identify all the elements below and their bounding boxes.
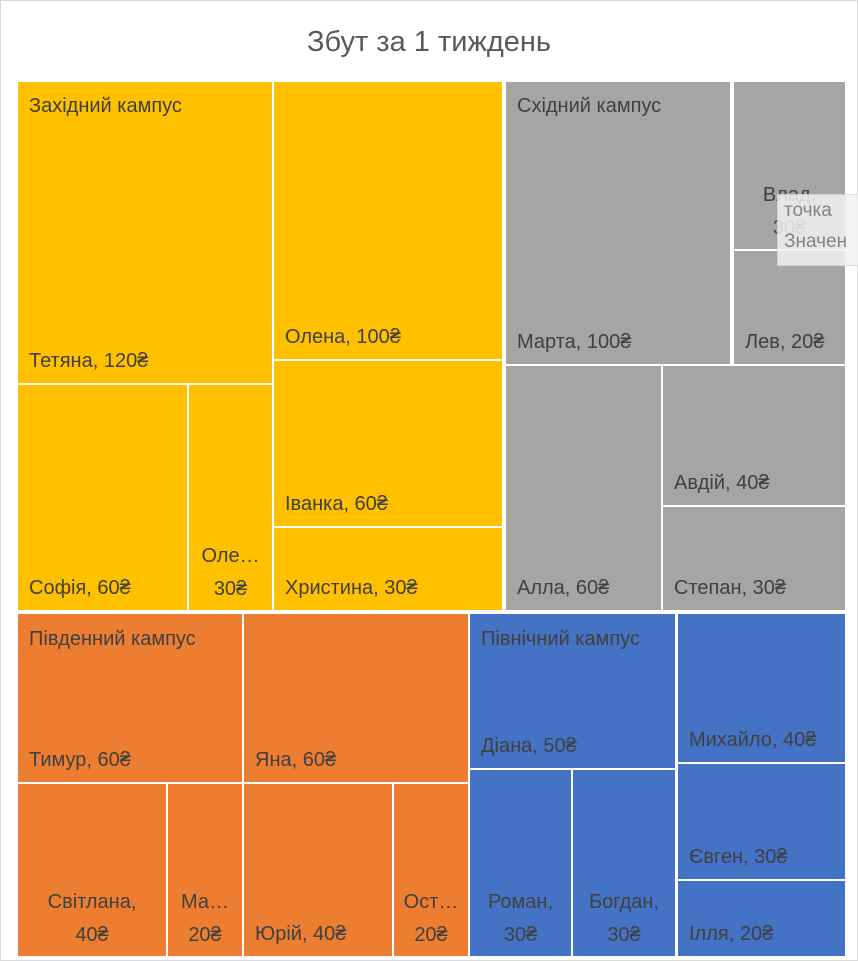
tile-label-яна: Яна, 60₴ [255,749,336,771]
tile-value-світлана: 40₴ [75,924,108,946]
group-label-східний-кампус: Східний кампус [517,95,661,117]
tile-олеся[interactable] [189,385,272,610]
tile-value-роман: 30₴ [504,924,537,946]
tile-label-світлана: Світлана, [48,891,137,913]
tile-label-діана: Діана, 50₴ [481,735,577,757]
tile-label-христина: Христина, 30₴ [285,577,418,599]
tile-value-олеся: 30₴ [214,578,247,600]
data-point-tooltip: точка Значен [777,194,858,266]
tile-label-юрій: Юрій, 40₴ [255,923,346,945]
tile-остап[interactable] [394,784,468,956]
tile-value-богдан: 30₴ [607,924,640,946]
tile-олена[interactable] [274,82,502,359]
tile-світлана[interactable] [18,784,166,956]
tile-label-алла: Алла, 60₴ [517,577,609,599]
tile-label-софія: Софія, 60₴ [29,577,131,599]
tile-value-марія: 20₴ [188,924,221,946]
tile-алла[interactable] [506,366,661,610]
tooltip-line-2: Значен [784,231,848,252]
tile-label-марта: Марта, 100₴ [517,331,631,353]
tile-label-олеся: Оле… [201,545,259,567]
tile-тетяна[interactable] [18,82,272,383]
chart-title: Збут за 1 тиждень [306,26,552,58]
tile-label-ілля: Ілля, 20₴ [689,923,773,945]
tile-label-євген: Євген, 30₴ [689,846,788,868]
tile-марта[interactable] [506,82,730,364]
tile-label-роман: Роман, [488,891,553,913]
tile-label-лев: Лев, 20₴ [745,331,824,353]
tile-богдан[interactable] [573,770,675,956]
tile-label-іванка: Іванка, 60₴ [285,493,388,515]
tile-євген[interactable] [678,764,845,879]
tile-авдій[interactable] [663,366,845,505]
tooltip-line-1: точка [784,200,832,221]
tile-ілля[interactable] [678,881,845,956]
tile-label-олена: Олена, 100₴ [285,326,401,348]
tile-label-остап: Ост… [404,891,459,913]
tile-яна[interactable] [244,614,468,782]
tile-label-марія: Ма… [181,891,229,913]
tile-label-богдан: Богдан, [589,891,659,913]
tile-михайло[interactable] [678,614,845,762]
tile-іванка[interactable] [274,361,502,526]
tile-марія[interactable] [168,784,242,956]
tile-лев[interactable] [734,251,845,364]
tile-label-авдій: Авдій, 40₴ [674,472,770,494]
tile-тимур[interactable] [18,614,242,782]
tile-діана[interactable] [470,614,675,768]
tile-label-тимур: Тимур, 60₴ [29,749,131,771]
tile-христина[interactable] [274,528,502,610]
group-label-західний-кампус: Західний кампус [29,95,182,117]
tile-софія[interactable] [18,385,187,610]
group-label-північний-кампус: Північний кампус [481,628,640,650]
group-label-південний-кампус: Південний кампус [29,628,196,650]
tile-роман[interactable] [470,770,571,956]
tile-label-тетяна: Тетяна, 120₴ [29,350,148,372]
tile-степан[interactable] [663,507,845,610]
tile-label-степан: Степан, 30₴ [674,577,786,599]
tile-юрій[interactable] [244,784,392,956]
tile-label-михайло: Михайло, 40₴ [689,729,816,751]
tile-value-остап: 20₴ [414,924,447,946]
